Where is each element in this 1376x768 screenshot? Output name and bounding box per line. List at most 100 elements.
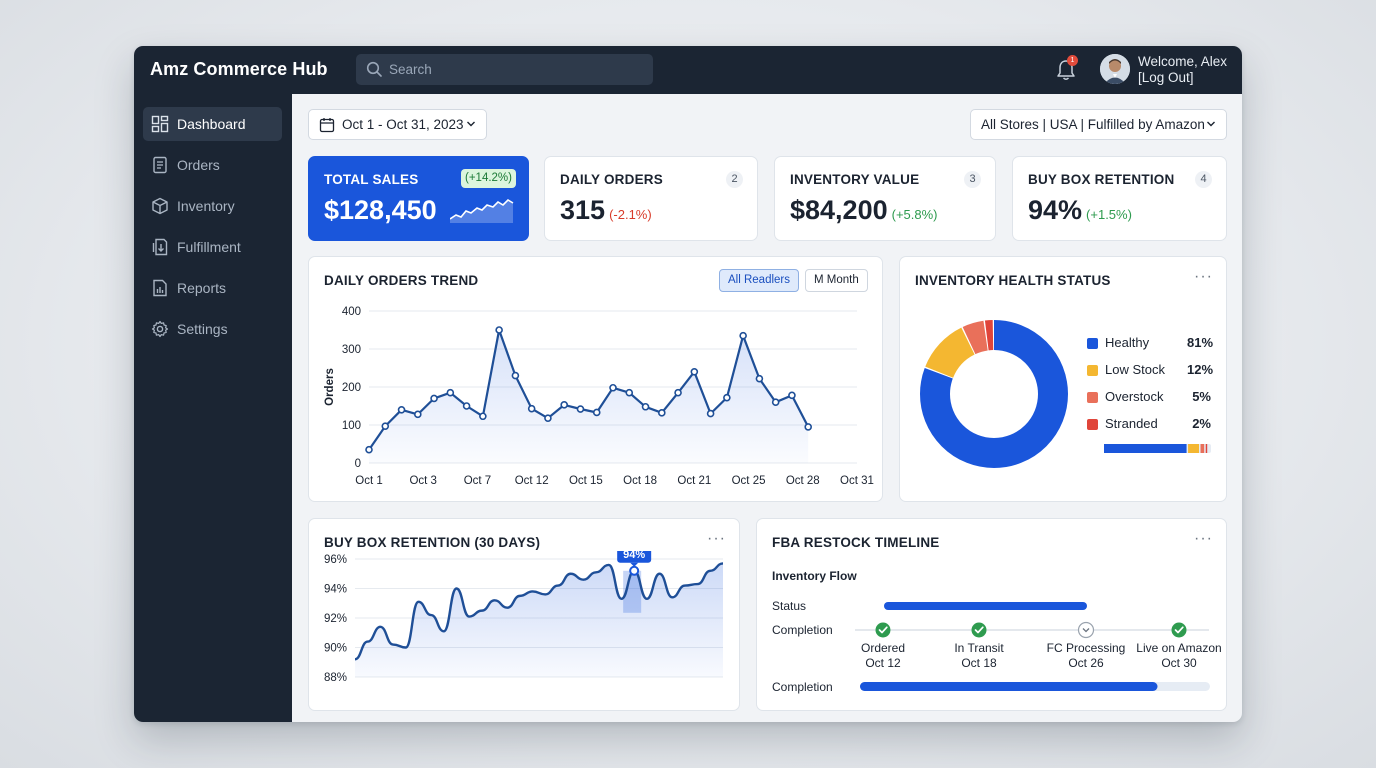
more-options-icon[interactable]: ··· [1194,530,1213,547]
kpi-delta: (+5.8%) [891,207,938,222]
buybox-series-line [354,562,724,661]
orders-data-point [397,406,406,414]
settings-icon [151,320,169,341]
inventory-stacked-bar [1104,444,1211,453]
kpi-title: INVENTORY VALUE [790,172,920,187]
kpi-value: $84,200 [790,195,888,225]
x-tick-label: Oct 7 [464,475,491,487]
dashboard-icon [151,115,169,136]
toggle-all-readlers[interactable]: All Readlers [719,269,799,292]
orders-data-point [495,326,503,334]
top-bar: Amz Commerce Hub Search 1 Welcome, Alex … [134,46,1242,94]
logout-link[interactable]: [Log Out] [1138,70,1194,85]
toggle-month[interactable]: M Month [805,269,868,292]
sidebar-item-orders[interactable]: Orders [143,148,282,182]
orders-data-point [609,383,617,392]
x-tick-label: Oct 28 [786,475,820,487]
search-input[interactable]: Search [356,54,653,85]
kpi-title: BUY BOX RETENTION [1028,172,1175,187]
kpi-card-inventory-value[interactable]: INVENTORY VALUE 3 $84,200 (+5.8%) [774,156,996,241]
panel-title: DAILY ORDERS TREND [324,273,479,288]
kpi-card-buy-box-retention[interactable]: BUY BOX RETENTION 4 94% (+1.5%) [1012,156,1227,241]
orders-data-point [723,393,731,402]
orders-data-point [576,405,585,413]
kpi-index-badge: 3 [964,171,981,188]
orders-area-fill [369,330,809,463]
daily-orders-line-chart: 0 100 200 300 400 Orders Oct 1 Oct 3 Oct 7 Oct 12… [324,306,874,487]
check-circle-icon [1171,622,1187,638]
main-content: Oct 1 - Oct 31, 2023 All Stores | USA | … [292,94,1242,722]
stacked-bar-segment [1205,444,1208,453]
y-tick-label: 400 [342,306,361,318]
kpi-card-total-sales[interactable]: TOTAL SALES (+14.2%) $128,450 [308,156,529,241]
sidebar-item-reports[interactable]: Reports [143,271,282,305]
sidebar-item-label: Orders [177,157,220,173]
y-tick-label: 88% [324,672,347,684]
step-name: FC Processing [1046,641,1126,655]
orders-data-point [771,398,780,406]
y-tick-label: 94% [324,584,347,596]
legend-swatch [1087,419,1098,430]
store-filter-select[interactable]: All Stores | USA | Fulfilled by Amazon [970,109,1227,140]
timeline-step-fc-processing: FC Processing Oct 26 [1036,641,1136,671]
sidebar-item-label: Inventory [177,198,235,214]
chevron-down-icon [1082,628,1090,633]
step-date: Oct 30 [1161,656,1197,670]
orders-data-point [479,412,487,421]
timeline-step-in-transit: In Transit Oct 18 [929,641,1029,671]
legend-label: Low Stock [1105,362,1165,377]
x-tick-label: Oct 31 [840,475,874,487]
orders-data-point [430,394,438,403]
orders-data-point [381,422,390,430]
user-greeting: Welcome, Alex [Log Out] [1138,54,1227,86]
callout-pointer [630,562,639,567]
sidebar-item-label: Fulfillment [177,239,241,255]
sidebar-item-fulfillment[interactable]: Fulfillment [143,230,282,264]
inventory-icon [151,197,169,218]
buybox-highlight-point [629,565,640,576]
inventory-donut-chart [920,320,1068,468]
donut-slice-healthy [920,320,1068,468]
search-placeholder: Search [389,62,432,77]
sidebar-item-label: Dashboard [177,116,246,132]
x-tick-label: Oct 1 [355,475,382,487]
orders-data-point [641,402,650,411]
date-range-picker[interactable]: Oct 1 - Oct 31, 2023 [308,109,487,140]
legend-value: 5% [1192,389,1211,404]
orders-data-point [365,445,373,454]
orders-data-point [527,404,536,413]
x-tick-label: Oct 3 [409,475,436,487]
y-tick-label: 300 [342,344,361,356]
pending-circle-icon [1077,621,1095,639]
kpi-value-group: $84,200 (+5.8%) [790,195,938,226]
orders-data-point [657,409,666,417]
completion-progress-bar [860,682,1158,691]
step-date: Oct 12 [865,656,901,670]
more-options-icon[interactable]: ··· [1194,268,1213,285]
kpi-delta: (-2.1%) [609,207,652,222]
sidebar-item-settings[interactable]: Settings [143,312,282,346]
sidebar-item-label: Reports [177,280,227,296]
more-options-icon[interactable]: ··· [707,530,726,547]
notification-badge: 1 [1067,55,1078,66]
kpi-value: $128,450 [324,195,437,225]
stacked-bar-segment [1200,444,1205,453]
orders-data-point [592,408,601,417]
sidebar-item-dashboard[interactable]: Dashboard [143,107,282,141]
orders-data-point [755,374,764,383]
orders-data-point [414,410,422,419]
fba-restock-panel: FBA RESTOCK TIMELINE ··· Inventory Flow … [756,518,1227,711]
fulfillment-icon [151,238,169,259]
buy-box-retention-panel: BUY BOX RETENTION (30 DAYS) ··· 88% 90% 92… [308,518,740,711]
welcome-text: Welcome, Alex [1138,54,1228,69]
kpi-index-badge: 4 [1195,171,1212,188]
panel-title: INVENTORY HEALTH STATUS [915,273,1111,288]
orders-data-point [560,401,568,409]
panel-title: FBA RESTOCK TIMELINE [772,535,940,550]
kpi-delta: (+1.5%) [1086,207,1132,222]
avatar[interactable] [1100,54,1130,84]
legend-label: Stranded [1105,416,1158,431]
sidebar-item-inventory[interactable]: Inventory [143,189,282,223]
kpi-card-daily-orders[interactable]: DAILY ORDERS 2 315 (-2.1%) [544,156,758,241]
daily-orders-trend-panel: DAILY ORDERS TREND All Readlers M Month … [308,256,883,502]
